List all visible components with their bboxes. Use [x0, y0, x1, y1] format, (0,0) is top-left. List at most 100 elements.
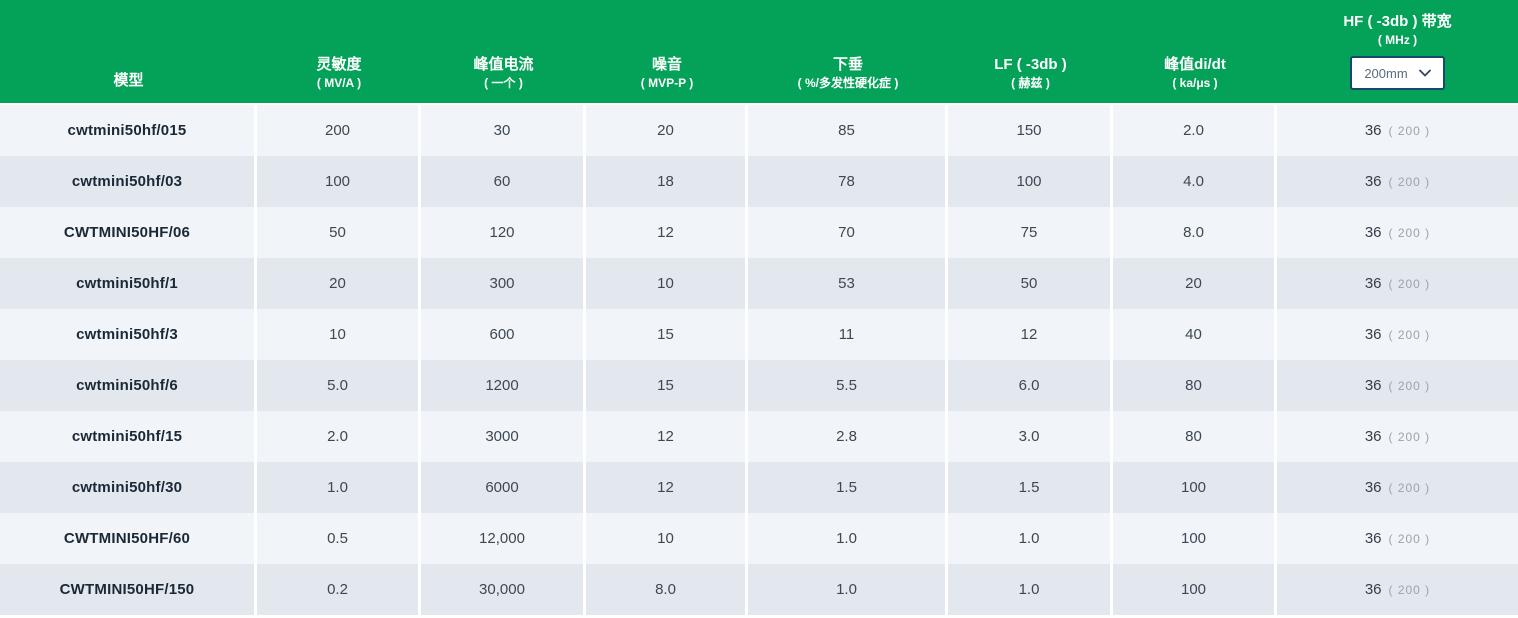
cell-sensitivity: 200: [257, 105, 421, 156]
cell-model: CWTMINI50HF/150: [0, 564, 257, 615]
table-row: cwtmini50hf/6 5.0 1200 15 5.5 6.0 80 36 …: [0, 360, 1518, 411]
cell-peak-current: 3000: [421, 411, 586, 462]
table-row: cwtmini50hf/15 2.0 3000 12 2.8 3.0 80 36…: [0, 411, 1518, 462]
column-unit: ( MVP-P ): [640, 75, 694, 90]
cell-lf-3db: 3.0: [948, 411, 1113, 462]
table-row: CWTMINI50HF/06 50 120 12 70 75 8.0 36 ( …: [0, 207, 1518, 258]
cell-hf-bandwidth: 36 ( 200 ): [1277, 411, 1518, 462]
cell-sensitivity: 0.5: [257, 513, 421, 564]
hf-value: 36: [1364, 224, 1382, 241]
column-header-peak-current: 峰值电流 ( 一个 ): [421, 0, 586, 103]
hf-value: 36: [1364, 530, 1382, 547]
cell-sensitivity: 0.2: [257, 564, 421, 615]
cell-hf-bandwidth: 36 ( 200 ): [1277, 105, 1518, 156]
column-header-hf-bandwidth: HF ( -3db ) 带宽 ( MHz ) 200mm: [1277, 0, 1518, 103]
cell-droop: 1.0: [748, 564, 948, 615]
column-unit: ( 一个 ): [484, 75, 523, 90]
table-row: cwtmini50hf/015 200 30 20 85 150 2.0 36 …: [0, 105, 1518, 156]
cell-droop: 11: [748, 309, 948, 360]
column-header-lf-3db: LF ( -3db ) ( 赫兹 ): [948, 0, 1113, 103]
cell-model: CWTMINI50HF/60: [0, 513, 257, 564]
cell-peak-didt: 2.0: [1113, 105, 1277, 156]
column-label: 噪音: [651, 55, 682, 73]
column-header-noise: 噪音 ( MVP-P ): [586, 0, 748, 103]
hf-note: ( 200 ): [1388, 123, 1431, 138]
hf-note: ( 200 ): [1388, 582, 1431, 597]
hf-note: ( 200 ): [1388, 378, 1431, 393]
cell-peak-didt: 80: [1113, 411, 1277, 462]
cell-model: cwtmini50hf/03: [0, 156, 257, 207]
cell-lf-3db: 150: [948, 105, 1113, 156]
column-label: LF ( -3db ): [994, 55, 1067, 73]
hf-value: 36: [1364, 173, 1382, 190]
table-row: cwtmini50hf/3 10 600 15 11 12 40 36 ( 20…: [0, 309, 1518, 360]
cell-peak-didt: 100: [1113, 462, 1277, 513]
cell-peak-current: 1200: [421, 360, 586, 411]
table-body: cwtmini50hf/015 200 30 20 85 150 2.0 36 …: [0, 105, 1518, 615]
bandwidth-select[interactable]: 200mm: [1350, 56, 1445, 91]
cell-peak-didt: 100: [1113, 513, 1277, 564]
cell-lf-3db: 1.0: [948, 564, 1113, 615]
cell-peak-current: 600: [421, 309, 586, 360]
cell-droop: 2.8: [748, 411, 948, 462]
column-header-peak-didt: 峰值di/dt ( ka/μs ): [1113, 0, 1277, 103]
hf-note: ( 200 ): [1388, 480, 1431, 495]
cell-sensitivity: 2.0: [257, 411, 421, 462]
cell-droop: 70: [748, 207, 948, 258]
column-label: 模型: [113, 72, 144, 89]
cell-peak-didt: 8.0: [1113, 207, 1277, 258]
cell-lf-3db: 1.5: [948, 462, 1113, 513]
table-header: 模型 灵敏度 ( MV/A ) 峰值电流 ( 一个 ) 噪音 ( MVP-P )…: [0, 0, 1518, 103]
bandwidth-select-value: 200mm: [1364, 65, 1408, 81]
cell-peak-didt: 40: [1113, 309, 1277, 360]
column-label: 峰值电流: [473, 55, 534, 73]
cell-lf-3db: 50: [948, 258, 1113, 309]
cell-droop: 78: [748, 156, 948, 207]
hf-value: 36: [1364, 326, 1382, 343]
cell-model: cwtmini50hf/15: [0, 411, 257, 462]
hf-value: 36: [1364, 275, 1382, 292]
cell-hf-bandwidth: 36 ( 200 ): [1277, 564, 1518, 615]
cell-hf-bandwidth: 36 ( 200 ): [1277, 258, 1518, 309]
cell-noise: 12: [586, 207, 748, 258]
cell-peak-current: 120: [421, 207, 586, 258]
column-unit: ( ka/μs ): [1172, 75, 1218, 90]
hf-value: 36: [1364, 581, 1382, 598]
column-label: 灵敏度: [316, 55, 362, 73]
cell-lf-3db: 6.0: [948, 360, 1113, 411]
cell-lf-3db: 1.0: [948, 513, 1113, 564]
column-label: 下垂: [832, 55, 863, 73]
cell-droop: 1.0: [748, 513, 948, 564]
table-row: cwtmini50hf/1 20 300 10 53 50 20 36 ( 20…: [0, 258, 1518, 309]
table-row: cwtmini50hf/03 100 60 18 78 100 4.0 36 (…: [0, 156, 1518, 207]
cell-model: cwtmini50hf/6: [0, 360, 257, 411]
cell-lf-3db: 12: [948, 309, 1113, 360]
hf-note: ( 200 ): [1388, 174, 1431, 189]
cell-noise: 10: [586, 258, 748, 309]
hf-value: 36: [1364, 428, 1382, 445]
cell-peak-current: 6000: [421, 462, 586, 513]
hf-value: 36: [1364, 122, 1382, 139]
cell-peak-current: 30: [421, 105, 586, 156]
cell-peak-current: 60: [421, 156, 586, 207]
cell-peak-didt: 20: [1113, 258, 1277, 309]
chevron-down-icon: [1418, 69, 1431, 77]
cell-noise: 18: [586, 156, 748, 207]
table-row: CWTMINI50HF/150 0.2 30,000 8.0 1.0 1.0 1…: [0, 564, 1518, 615]
cell-noise: 15: [586, 360, 748, 411]
column-unit: ( MV/A ): [316, 75, 362, 90]
cell-noise: 20: [586, 105, 748, 156]
cell-sensitivity: 1.0: [257, 462, 421, 513]
column-unit: ( %/多发性硬化症 ): [797, 75, 899, 90]
hf-note: ( 200 ): [1388, 276, 1431, 291]
cell-peak-current: 30,000: [421, 564, 586, 615]
hf-note: ( 200 ): [1388, 429, 1431, 444]
cell-hf-bandwidth: 36 ( 200 ): [1277, 207, 1518, 258]
cell-hf-bandwidth: 36 ( 200 ): [1277, 462, 1518, 513]
column-unit: ( 赫兹 ): [1011, 75, 1050, 90]
column-label: HF ( -3db ) 带宽: [1343, 13, 1452, 30]
cell-droop: 85: [748, 105, 948, 156]
cell-peak-current: 300: [421, 258, 586, 309]
cell-droop: 53: [748, 258, 948, 309]
